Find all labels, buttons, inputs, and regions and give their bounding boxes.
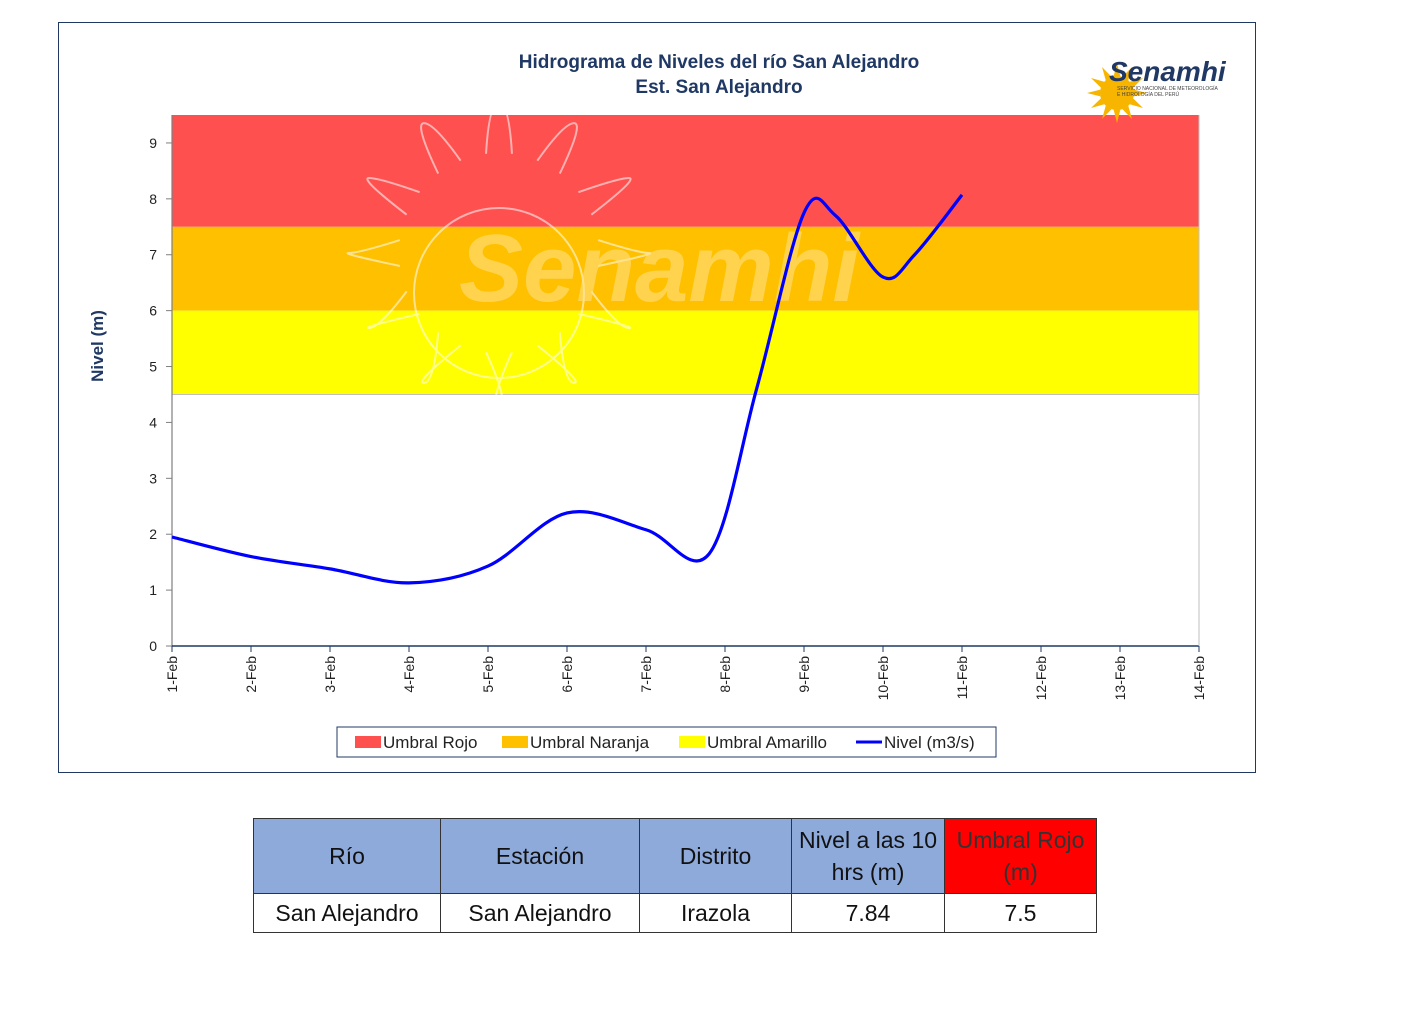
watermark-ray [366,290,420,330]
table-header-row: Río Estación Distrito Nivel a las 10 hrs… [253,818,1097,894]
legend-swatch [502,736,528,748]
table-cell: San Alejandro [253,893,441,933]
x-tick-label: 8-Feb [717,656,733,693]
legend-swatch [679,736,705,748]
y-tick-label: 9 [149,135,157,151]
band-umbral-naranja [172,226,1199,311]
table-row: San Alejandro San Alejandro Irazola 7.84… [253,893,1097,933]
chart-subtitle: Est. San Alejandro [635,77,802,98]
watermark-ray [420,122,462,175]
table-header-cell-threshold: Umbral Rojo (m) [944,818,1097,894]
table-cell: Irazola [639,893,792,933]
band-umbral-rojo [172,115,1199,227]
logo-text: Senamhi [1109,56,1227,87]
x-tick-label: 6-Feb [559,656,575,693]
x-tick-label: 5-Feb [480,656,496,693]
sun-ray [1113,63,1121,77]
logo-subtext: E HIDROLOGÍA DEL PERÚ [1117,91,1179,98]
y-tick-label: 3 [149,470,157,486]
senamhi-logo: Senamhi SERVICIO NACIONAL DE METEOROLOGÍ… [1087,56,1227,123]
sun-ray [1087,89,1101,97]
x-tick-label: 1-Feb [164,656,180,693]
watermark-ray [346,239,401,267]
legend-label: Umbral Naranja [530,733,650,752]
senamhi-watermark: Senamhi [346,101,861,405]
watermark-ray [578,176,632,216]
table-cell: San Alejandro [440,893,640,933]
watermark-ray [485,101,513,154]
sun-icon [1087,63,1147,123]
sun-ray [1129,98,1143,108]
table-cell: 7.5 [944,893,1097,933]
axes [166,115,1200,652]
x-tick-label: 9-Feb [796,656,812,693]
x-tick-label: 14-Feb [1191,656,1207,701]
x-tick-label: 2-Feb [243,656,259,693]
sun-ray [1133,89,1147,97]
x-tick-label: 12-Feb [1033,656,1049,701]
summary-table: Río Estación Distrito Nivel a las 10 hrs… [253,818,1097,933]
legend-label: Nivel (m3/s) [884,733,975,752]
x-tick-label: 13-Feb [1112,656,1128,701]
legend-swatch [355,736,381,748]
sun-ray [1102,67,1112,81]
sun-ray [1091,78,1105,88]
table-cell: 7.84 [791,893,945,933]
y-tick-label: 2 [149,526,157,542]
chart-frame: Senamhi 0 1 2 3 4 5 6 7 8 9 1-Feb 2-Feb 3-Feb 4-Feb 5-… [58,22,1256,773]
y-tick-label: 0 [149,638,157,654]
sun-ray [1091,98,1105,108]
legend-label: Umbral Amarillo [707,733,827,752]
y-tick-label: 8 [149,191,157,207]
table-header-cell: Río [253,818,441,894]
table-header-cell: Nivel a las 10 hrs (m) [791,818,945,894]
table-header-cell: Distrito [639,818,792,894]
sun-ray [1102,105,1112,119]
logo-subtext: SERVICIO NACIONAL DE METEOROLOGÍA [1117,85,1219,92]
band-umbral-amarillo [172,310,1199,395]
y-axis-title: Nivel (m) [88,310,107,382]
table-header-cell: Estación [440,818,640,894]
watermark-ray [536,332,577,384]
sun-ray [1122,105,1132,119]
y-tick-label: 1 [149,582,157,598]
threshold-bands [172,115,1199,395]
watermark-ray [536,122,578,175]
chart-title: Hidrograma de Niveles del río San Alejan… [519,52,920,73]
tick-labels: 0 1 2 3 4 5 6 7 8 9 1-Feb 2-Feb 3-Feb 4-Feb 5-Feb 6-Feb… [149,135,1207,700]
watermark-ray [578,290,632,330]
y-tick-label: 7 [149,247,157,263]
watermark-ray [421,332,462,384]
x-tick-label: 3-Feb [322,656,338,693]
sun-ray [1129,78,1143,88]
x-tick-label: 10-Feb [875,656,891,701]
watermark-text: Senamhi [459,215,861,322]
series-layer [171,193,964,585]
sun-ray [1122,67,1132,81]
y-tick-label: 4 [149,414,157,430]
x-tick-label: 4-Feb [401,656,417,693]
x-tick-label: 11-Feb [954,656,970,700]
watermark-ray [485,351,513,405]
sun-core [1100,76,1134,110]
hydrograph-chart: Senamhi 0 1 2 3 4 5 6 7 8 9 1-Feb 2-Feb 3-Feb 4-Feb 5-… [88,52,1227,758]
sun-ray [1113,109,1121,123]
legend-label: Umbral Rojo [383,733,477,752]
watermark-ray [366,176,420,216]
series-line-nivel [171,193,964,585]
legend: Umbral Rojo Umbral Naranja Umbral Amarillo… [336,726,997,758]
watermark-ray [597,239,652,267]
x-tick-label: 7-Feb [638,656,654,693]
y-tick-label: 6 [149,303,157,319]
y-tick-label: 5 [149,359,157,375]
